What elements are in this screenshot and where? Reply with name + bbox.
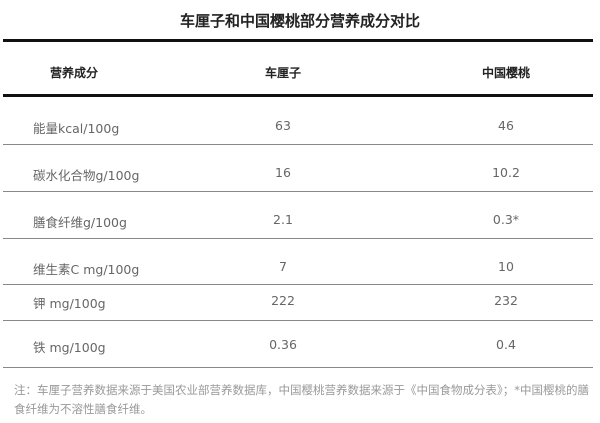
header-nutrient: 营养成分 <box>50 66 99 80</box>
nutrient-cell: 维生素C mg/100g <box>33 262 140 277</box>
row-divider <box>3 320 593 321</box>
nutrient-cell: 能量kcal/100g <box>33 121 120 136</box>
header-bottom-rule <box>3 94 593 97</box>
row-divider <box>3 144 593 145</box>
header-row: 营养成分 车厘子 中国樱桃 <box>0 64 600 84</box>
table-row: 铁 mg/100g 0.36 0.4 <box>0 337 600 357</box>
row-divider <box>3 238 593 239</box>
table-row: 能量kcal/100g 63 46 <box>0 118 600 138</box>
cherry-cell: 7 <box>279 259 287 274</box>
row-divider <box>3 191 593 192</box>
table-title: 车厘子和中国樱桃部分营养成分对比 <box>179 12 420 30</box>
nutrient-cell: 钾 mg/100g <box>33 296 106 311</box>
header-top-rule <box>3 39 593 42</box>
chinese-cherry-cell: 0.4 <box>496 337 516 352</box>
chinese-cherry-cell: 46 <box>498 118 514 133</box>
chinese-cherry-cell: 232 <box>494 293 518 308</box>
footnote: 注：车厘子营养数据来源于美国农业部营养数据库，中国樱桃营养数据来源于《中国食物成… <box>14 383 589 416</box>
cherry-cell: 63 <box>275 118 291 133</box>
chinese-cherry-cell: 10 <box>498 259 514 274</box>
cherry-cell: 222 <box>271 293 295 308</box>
row-divider <box>3 284 593 285</box>
table-bottom-rule <box>3 367 593 368</box>
nutrient-cell: 铁 mg/100g <box>33 340 106 355</box>
table-row: 碳水化合物g/100g 16 10.2 <box>0 165 600 185</box>
header-chinese-cherry: 中国樱桃 <box>481 66 530 80</box>
header-cherry: 车厘子 <box>264 66 301 80</box>
cherry-cell: 0.36 <box>269 337 297 352</box>
nutrient-cell: 膳食纤维g/100g <box>33 215 127 230</box>
chinese-cherry-cell: 0.3* <box>492 212 520 227</box>
table-row: 膳食纤维g/100g 2.1 0.3* <box>0 212 600 232</box>
cherry-cell: 2.1 <box>273 212 293 227</box>
nutrient-cell: 碳水化合物g/100g <box>33 168 140 183</box>
cherry-cell: 16 <box>275 165 291 180</box>
table-row: 钾 mg/100g 222 232 <box>0 293 600 313</box>
table-row: 维生素C mg/100g 7 10 <box>0 259 600 279</box>
chinese-cherry-cell: 10.2 <box>492 165 520 180</box>
